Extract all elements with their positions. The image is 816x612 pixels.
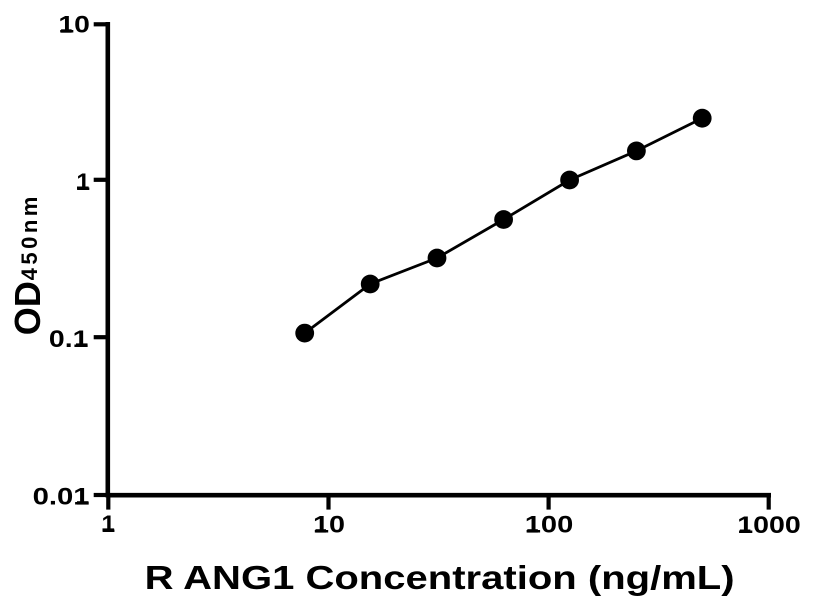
svg-text:1: 1: [101, 511, 115, 538]
svg-text:0.01: 0.01: [33, 484, 90, 511]
svg-text:0.1: 0.1: [49, 326, 89, 353]
svg-text:1: 1: [76, 169, 90, 196]
svg-text:R ANG1 Concentration (ng/mL): R ANG1 Concentration (ng/mL): [145, 560, 735, 597]
svg-text:1000: 1000: [737, 512, 801, 539]
svg-text:450nm: 450nm: [17, 193, 42, 280]
svg-text:OD: OD: [7, 281, 48, 335]
svg-text:100: 100: [525, 512, 574, 539]
svg-text:10: 10: [58, 12, 90, 39]
svg-text:10: 10: [313, 512, 345, 539]
